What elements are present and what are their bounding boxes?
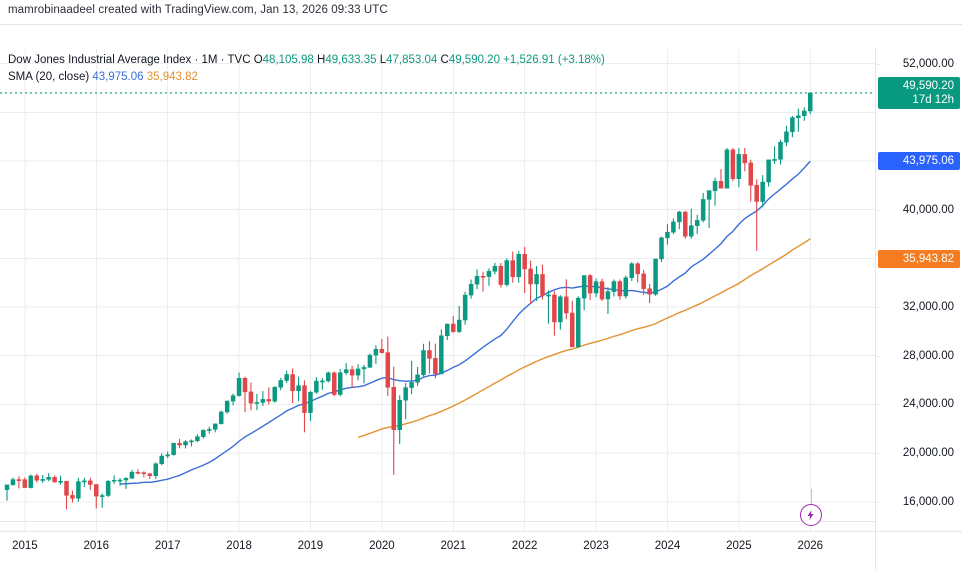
candlestick-series	[4, 92, 813, 510]
price-axis-tick: 24,000.00	[902, 398, 954, 411]
price-axis-tick: 16,000.00	[902, 495, 954, 508]
time-axis-tick: 2020	[369, 540, 395, 552]
sma-long-badge[interactable]: 35,943.82	[878, 250, 960, 268]
time-axis-tick: 2022	[511, 540, 538, 552]
time-axis-tick: 2019	[297, 540, 324, 552]
price-axis-tick: 32,000.00	[902, 301, 954, 313]
time-axis-tick: 2018	[226, 540, 252, 552]
price-axis-tickmark	[876, 209, 881, 211]
last-price-badge[interactable]: 49,590.20 17d 12h	[878, 76, 960, 109]
time-axis-tick: 2026	[797, 540, 824, 552]
tradingview-chart-screenshot: mamrobinaadeel created with TradingView.…	[0, 4, 962, 571]
price-axis-tick: 52,000.00	[902, 57, 954, 70]
price-axis-tick: 40,000.00	[902, 203, 954, 216]
axis-corner	[875, 531, 962, 571]
price-axis-tickmark	[876, 453, 881, 455]
sma20-badge[interactable]: 43,975.06	[878, 152, 960, 171]
time-axis-tick: 2024	[654, 540, 681, 552]
event-marker-stem	[811, 489, 812, 505]
time-axis-tick: 2016	[83, 540, 110, 552]
price-axis-tickmark	[876, 404, 881, 406]
time-axis[interactable]: 2015 2016 2017 2018 2019 2020 2021 2022 2023 2024…	[0, 531, 875, 571]
event-marker[interactable]	[800, 504, 822, 526]
sma-slow-line	[357, 238, 811, 439]
chart-frame: 16,000.00 20,000.00 24,000.00 28,000.00 32,0…	[0, 24, 962, 571]
price-axis-tickmark	[876, 307, 881, 308]
price-axis[interactable]: 16,000.00 20,000.00 24,000.00 28,000.00 32,0…	[875, 49, 962, 531]
price-axis-tickmark	[876, 355, 881, 357]
price-axis-tickmark	[876, 63, 881, 65]
chart-svg	[0, 49, 875, 531]
time-axis-tick: 2023	[583, 540, 609, 552]
time-axis-tick: 2015	[12, 540, 38, 552]
sma-long-badge-value: 35,943.82	[902, 253, 954, 265]
time-axis-tick: 2025	[726, 540, 752, 552]
time-axis-tick: 2017	[154, 540, 181, 552]
price-axis-tick: 28,000.00	[902, 349, 954, 362]
time-axis-tick: 2021	[440, 540, 467, 552]
chart-plot-area[interactable]	[0, 49, 875, 531]
grid-lines	[0, 49, 875, 531]
sma-fast-line	[120, 160, 811, 485]
sma20-badge-value: 43,975.06	[902, 155, 954, 168]
last-price-badge-countdown: 17d 12h	[912, 93, 954, 106]
price-axis-tick: 20,000.00	[902, 447, 954, 460]
last-price-badge-value: 49,590.20	[902, 79, 954, 92]
price-axis-tickmark	[876, 501, 881, 503]
lightning-bolt-icon	[807, 510, 814, 520]
attribution-text: mamrobinaadeel created with TradingView.…	[8, 4, 388, 16]
